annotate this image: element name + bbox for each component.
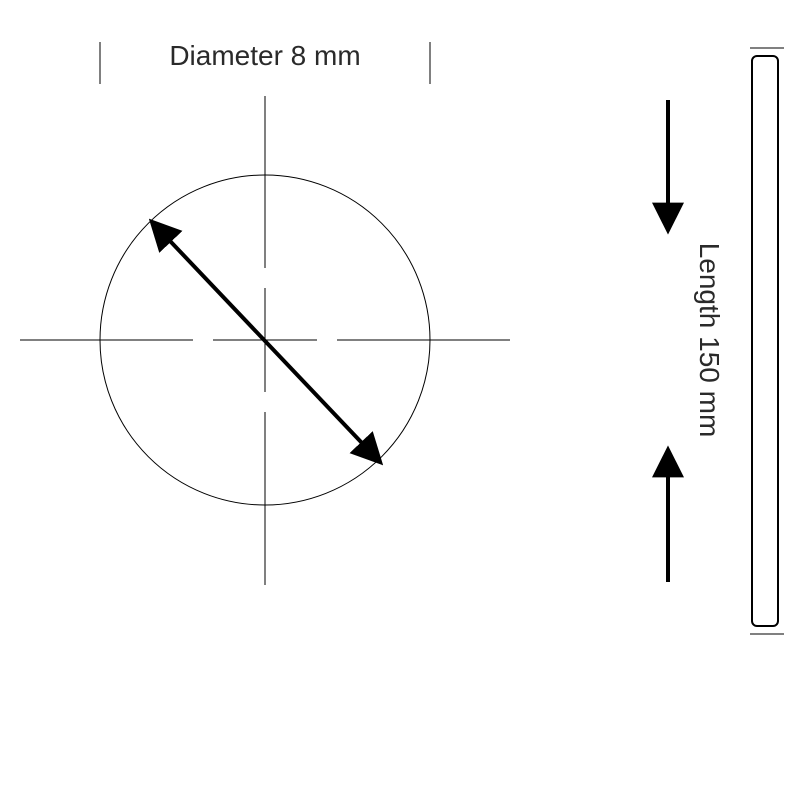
- technical-diagram: Diameter 8 mm Length 150 mm: [0, 0, 800, 800]
- rod-rectangle: [752, 56, 778, 626]
- side-view: Length 150 mm: [668, 48, 784, 634]
- diameter-arrow: [152, 222, 380, 462]
- diameter-label: Diameter 8 mm: [169, 40, 360, 71]
- length-label: Length 150 mm: [694, 243, 725, 438]
- circle-view: Diameter 8 mm: [20, 40, 510, 585]
